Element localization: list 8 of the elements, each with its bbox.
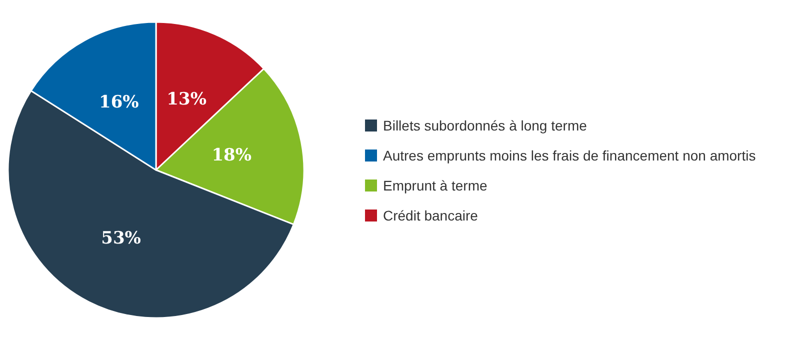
legend-label: Autres emprunts moins les frais de financement non amortis [383, 148, 756, 164]
data-label: 18% [212, 146, 252, 166]
legend-label: Emprunt à terme [383, 178, 488, 194]
legend-label: Billets subordonnés à long terme [383, 118, 588, 134]
legend-label: Crédit bancaire [383, 208, 478, 224]
data-label: 53% [101, 228, 141, 249]
data-label: 13% [166, 89, 206, 110]
data-label: 16% [99, 92, 139, 113]
